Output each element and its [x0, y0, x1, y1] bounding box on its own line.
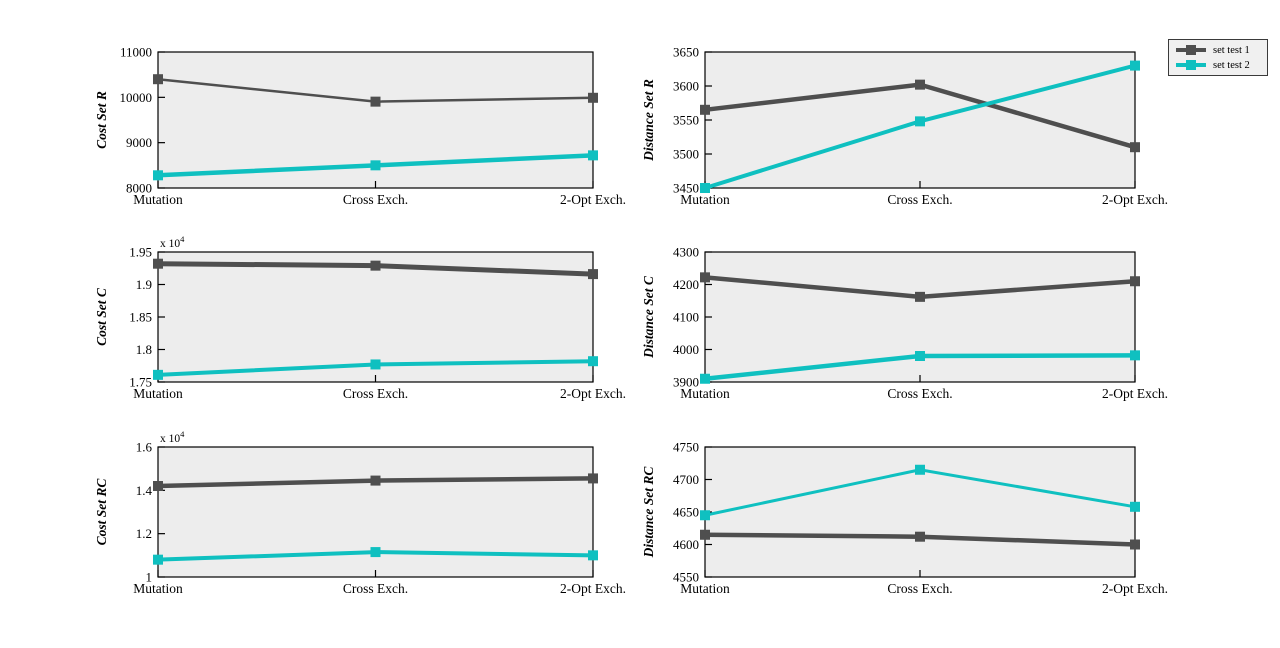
svg-text:3550: 3550	[673, 113, 699, 128]
svg-text:Cross Exch.: Cross Exch.	[343, 581, 408, 596]
svg-text:4700: 4700	[673, 472, 699, 487]
svg-text:Mutation: Mutation	[133, 192, 183, 207]
legend-item-set-test-2: set test 2	[1175, 59, 1262, 71]
svg-text:4750: 4750	[673, 440, 699, 455]
legend-label-set-test-1: set test 1	[1213, 44, 1250, 56]
svg-text:2-Opt Exch.: 2-Opt Exch.	[1102, 581, 1168, 596]
legend-item-set-test-1: set test 1	[1175, 44, 1262, 56]
svg-text:Cross Exch.: Cross Exch.	[343, 386, 408, 401]
chart-cost-set-r: 8000 9000 10000 11000 Mutation Cross Exch. 2-O…	[90, 34, 641, 218]
svg-text:Mutation: Mutation	[680, 581, 730, 596]
svg-text:Distance Set RC: Distance Set RC	[641, 466, 656, 559]
svg-text:4200: 4200	[673, 277, 699, 292]
chart-distance-set-c: 3900 4000 4100 4200 4300 Mutation Cross Exch. 2…	[637, 234, 1183, 412]
svg-text:3650: 3650	[673, 45, 699, 60]
svg-text:1.95: 1.95	[129, 245, 152, 260]
svg-text:10000: 10000	[120, 90, 153, 105]
legend-line-sample-1	[1176, 45, 1206, 55]
svg-text:1.2: 1.2	[136, 526, 152, 541]
chart-canvas-distance-set-rc: 4550 4600 4650 4700 4750 Mutation Cross Exch. 2…	[641, 440, 1168, 597]
svg-text:2-Opt Exch.: 2-Opt Exch.	[560, 386, 626, 401]
svg-text:3600: 3600	[673, 79, 699, 94]
svg-text:2-Opt Exch.: 2-Opt Exch.	[560, 581, 626, 596]
svg-text:1.6: 1.6	[136, 440, 153, 455]
svg-text:2-Opt Exch.: 2-Opt Exch.	[1102, 192, 1168, 207]
chart-distance-set-r: 3450 3500 3550 3600 3650 Mutation Cross Exch. 2…	[637, 34, 1183, 218]
svg-text:1.9: 1.9	[136, 277, 152, 292]
svg-text:Cross Exch.: Cross Exch.	[887, 581, 952, 596]
svg-text:2-Opt Exch.: 2-Opt Exch.	[1102, 386, 1168, 401]
svg-text:Cross Exch.: Cross Exch.	[887, 386, 952, 401]
chart-canvas-distance-set-r: 3450 3500 3550 3600 3650 Mutation Cross Exch. 2…	[641, 45, 1168, 208]
legend-line-sample-2	[1176, 60, 1206, 70]
legend: set test 1 set test 2	[1168, 39, 1268, 76]
svg-text:4000: 4000	[673, 342, 699, 357]
svg-text:Mutation: Mutation	[133, 581, 183, 596]
svg-text:1.75: 1.75	[129, 375, 152, 390]
svg-text:Cost Set RC: Cost Set RC	[94, 478, 109, 546]
chart-cost-set-rc: 1 1.2 1.4 1.6 Mutation Cross Exch. 2-Opt Exch.…	[90, 429, 641, 607]
svg-text:3500: 3500	[673, 147, 699, 162]
chart-canvas-distance-set-c: 3900 4000 4100 4200 4300 Mutation Cross Exch. 2…	[641, 245, 1168, 402]
svg-text:Distance Set C: Distance Set C	[641, 275, 656, 359]
svg-text:4600: 4600	[673, 537, 699, 552]
chart-distance-set-rc: 4550 4600 4650 4700 4750 Mutation Cross Exch. 2…	[637, 429, 1183, 607]
svg-text:Cost Set R: Cost Set R	[94, 91, 109, 149]
chart-cost-set-c: 1.75 1.8 1.85 1.9 1.95 Mutation Cross Exch. 2-O…	[90, 234, 641, 412]
chart-canvas-cost-set-c: 1.75 1.8 1.85 1.9 1.95 Mutation Cross Exch. 2-O…	[94, 234, 626, 401]
svg-text:Mutation: Mutation	[133, 386, 183, 401]
svg-text:Mutation: Mutation	[680, 386, 730, 401]
svg-text:x 104: x 104	[160, 234, 185, 250]
svg-text:1.4: 1.4	[136, 483, 153, 498]
svg-text:4100: 4100	[673, 310, 699, 325]
svg-text:2-Opt Exch.: 2-Opt Exch.	[560, 192, 626, 207]
svg-text:Cross Exch.: Cross Exch.	[887, 192, 952, 207]
svg-text:1.85: 1.85	[129, 310, 152, 325]
svg-text:Cost Set C: Cost Set C	[94, 287, 109, 346]
svg-text:Cross Exch.: Cross Exch.	[343, 192, 408, 207]
legend-label-set-test-2: set test 2	[1213, 59, 1250, 71]
svg-text:8000: 8000	[126, 181, 152, 196]
chart-canvas-cost-set-r: 8000 9000 10000 11000 Mutation Cross Exch. 2-O…	[94, 45, 626, 208]
svg-text:1: 1	[146, 570, 153, 585]
svg-text:Distance Set R: Distance Set R	[641, 79, 656, 162]
svg-text:3450: 3450	[673, 181, 699, 196]
svg-text:x 104: x 104	[160, 429, 185, 445]
svg-text:4300: 4300	[673, 245, 699, 260]
svg-text:4550: 4550	[673, 570, 699, 585]
chart-canvas-cost-set-rc: 1 1.2 1.4 1.6 Mutation Cross Exch. 2-Opt Exch.…	[94, 429, 626, 596]
svg-text:4650: 4650	[673, 505, 699, 520]
svg-text:Mutation: Mutation	[680, 192, 730, 207]
svg-text:11000: 11000	[120, 45, 152, 60]
svg-text:9000: 9000	[126, 135, 152, 150]
svg-text:1.8: 1.8	[136, 342, 152, 357]
svg-text:3900: 3900	[673, 375, 699, 390]
